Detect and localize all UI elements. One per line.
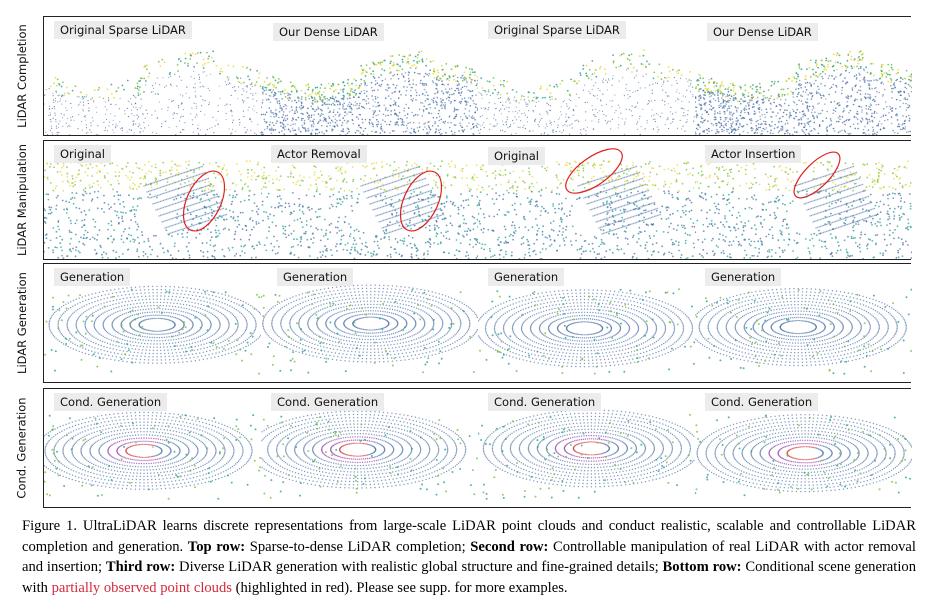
panel-tag: Original xyxy=(54,145,112,163)
panel-tag: Our Dense LiDAR xyxy=(707,23,818,41)
row-generation: Generation Generation Generation Generat… xyxy=(43,263,912,383)
panel-original-sparse-2: Original Sparse LiDAR xyxy=(478,17,695,135)
row-manipulation: Original Actor Removal Original Actor In… xyxy=(43,140,912,260)
highlight-text: partially observed point clouds xyxy=(51,579,232,596)
panel-tag: Original Sparse LiDAR xyxy=(54,21,192,39)
lidar-image-cond-4 xyxy=(695,414,912,497)
panel-actor-removal: Actor Removal xyxy=(261,141,478,259)
lidar-image-gen-1 xyxy=(44,285,261,375)
lidar-image-manip-4 xyxy=(695,151,912,259)
panel-generation-4: Generation xyxy=(695,264,912,382)
panel-actor-insertion: Actor Insertion xyxy=(695,141,912,259)
row-cond-generation: Cond. Generation Cond. Generation Cond. … xyxy=(43,388,912,508)
panel-tag: Generation xyxy=(705,268,782,286)
row-completion: Original Sparse LiDAR Our Dense LiDAR Or… xyxy=(43,16,912,136)
row-label-completion: LiDAR Completion xyxy=(15,24,30,128)
panel-tag: Original xyxy=(488,147,546,165)
lidar-image-cond-1 xyxy=(44,411,261,500)
lidar-image-cond-2 xyxy=(261,410,478,499)
row-label-cond-generation: Cond. Generation xyxy=(15,397,29,499)
panel-cond-generation-1: Cond. Generation xyxy=(44,389,261,507)
panel-tag: Cond. Generation xyxy=(271,393,385,411)
lidar-image-sparse-1 xyxy=(44,50,261,135)
panel-cond-generation-3: Cond. Generation xyxy=(478,389,695,507)
lidar-image-dense-1 xyxy=(261,50,478,135)
lidar-image-manip-1 xyxy=(44,160,261,259)
panel-generation-2: Generation xyxy=(261,264,478,382)
panel-original-1: Original xyxy=(44,141,261,259)
lidar-image-gen-3 xyxy=(478,288,695,375)
row-label-generation: LiDAR Generation xyxy=(15,272,29,374)
lidar-image-manip-2 xyxy=(261,160,478,259)
lidar-image-gen-2 xyxy=(261,284,478,374)
lidar-image-dense-2 xyxy=(695,50,912,135)
row-label-manipulation: LiDAR Manipulation xyxy=(15,143,29,257)
lidar-image-gen-4 xyxy=(695,288,912,375)
panel-tag: Cond. Generation xyxy=(488,393,602,411)
panel-tag: Generation xyxy=(54,268,131,286)
panel-generation-1: Generation xyxy=(44,264,261,382)
panel-original-2: Original xyxy=(478,141,695,259)
panel-dense-1: Our Dense LiDAR xyxy=(261,17,478,135)
figure-caption: Figure 1. UltraLiDAR learns discrete rep… xyxy=(22,518,916,596)
lidar-image-manip-3 xyxy=(478,148,695,259)
panel-cond-generation-2: Cond. Generation xyxy=(261,389,478,507)
lidar-image-sparse-2 xyxy=(478,49,695,135)
panel-tag: Actor Removal xyxy=(271,145,367,163)
panel-generation-3: Generation xyxy=(478,264,695,382)
panel-original-sparse-1: Original Sparse LiDAR xyxy=(44,17,261,135)
panel-tag: Our Dense LiDAR xyxy=(273,23,384,41)
panel-tag: Actor Insertion xyxy=(705,145,802,163)
panel-tag: Original Sparse LiDAR xyxy=(488,21,626,39)
panel-tag: Cond. Generation xyxy=(54,393,168,411)
panel-tag: Cond. Generation xyxy=(705,393,819,411)
panel-cond-generation-4: Cond. Generation xyxy=(695,389,912,507)
panel-dense-2: Our Dense LiDAR xyxy=(695,17,912,135)
panel-tag: Generation xyxy=(277,268,354,286)
panel-tag: Generation xyxy=(488,268,565,286)
